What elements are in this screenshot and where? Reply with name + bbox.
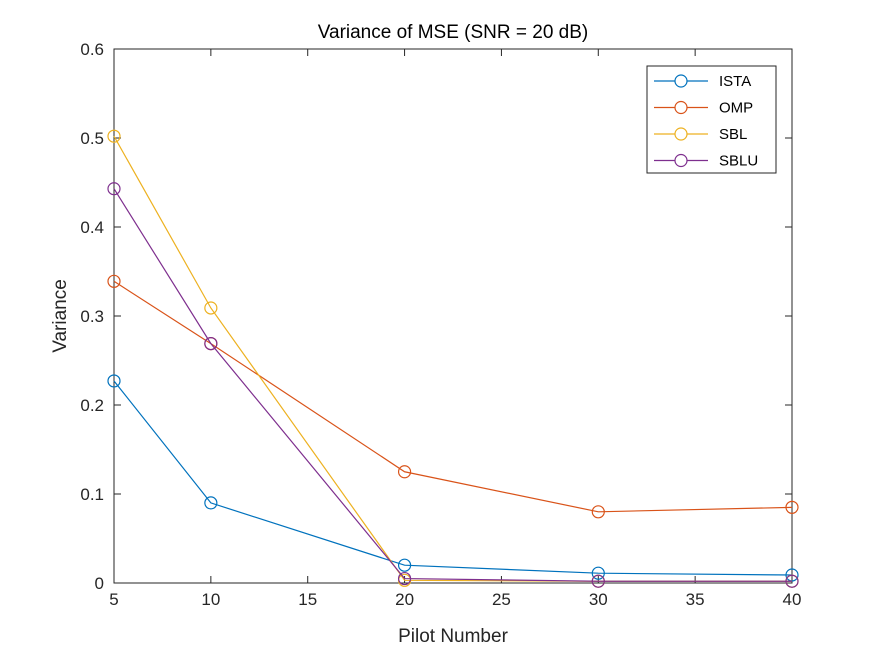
series-line-omp [113,280,793,513]
x-tick-label: 20 [395,590,414,609]
legend: ISTA OMP SBL SBLU [646,65,777,174]
data-point-omp [397,465,412,479]
tick-marks [113,48,793,584]
data-point-ista [591,566,605,580]
y-tick-label: 0.3 [80,307,104,326]
x-tick-label: 40 [783,590,802,609]
y-tick-label: 0.6 [80,40,104,59]
legend-label-sbl: SBL [719,126,747,143]
data-point-sbl [107,129,121,143]
data-point-sbl [204,301,218,315]
data-point-sblu [107,182,121,196]
legend-entry-sbl: SBL [654,126,747,143]
legend-marker-sbl [674,127,688,141]
data-point-ista [107,374,121,388]
legend-entry-ista: ISTA [654,73,751,90]
legend-entry-omp: OMP [654,100,753,117]
data-point-omp [785,500,799,514]
data-point-sblu [785,574,799,588]
legend-label-ista: ISTA [719,73,751,90]
legend-box [646,65,777,174]
series-layer [107,129,799,588]
legend-marker-ista [674,74,688,88]
x-axis-title: Pilot Number [398,626,508,647]
x-tick-label: 5 [109,590,118,609]
y-tick-label: 0.5 [80,129,104,148]
data-point-ista [204,496,218,510]
y-axis-title: Variance [50,279,71,353]
legend-marker-sblu [674,153,688,168]
legend-label-sblu: SBLU [719,153,758,170]
data-point-omp [591,505,605,519]
data-point-sblu [204,336,218,351]
series-omp [107,274,799,519]
legend-label-omp: OMP [719,100,753,117]
x-tick-label: 15 [298,590,317,609]
x-tick-label: 35 [686,590,705,609]
series-line-ista [113,380,793,576]
legend-entry-sblu: SBLU [654,153,758,170]
data-point-omp [107,274,121,288]
x-tick-label: 25 [492,590,511,609]
y-tick-label: 0.1 [80,485,104,504]
tick-labels: 5 10 15 20 25 30 35 40 0 0.1 0.2 0.3 0.4 0.5 0.6 [80,40,801,609]
data-point-sblu [397,571,412,586]
x-tick-label: 10 [201,590,220,609]
data-point-ista [397,558,412,572]
y-tick-label: 0.4 [80,218,104,237]
data-point-sblu [591,574,605,588]
x-tick-label: 30 [589,590,608,609]
series-sblu [107,182,799,588]
series-line-sblu [113,188,792,582]
y-tick-label: 0 [95,574,104,593]
chart-title: Variance of MSE (SNR = 20 dB) [318,22,589,43]
legend-marker-omp [674,100,688,115]
y-tick-label: 0.2 [80,396,104,415]
